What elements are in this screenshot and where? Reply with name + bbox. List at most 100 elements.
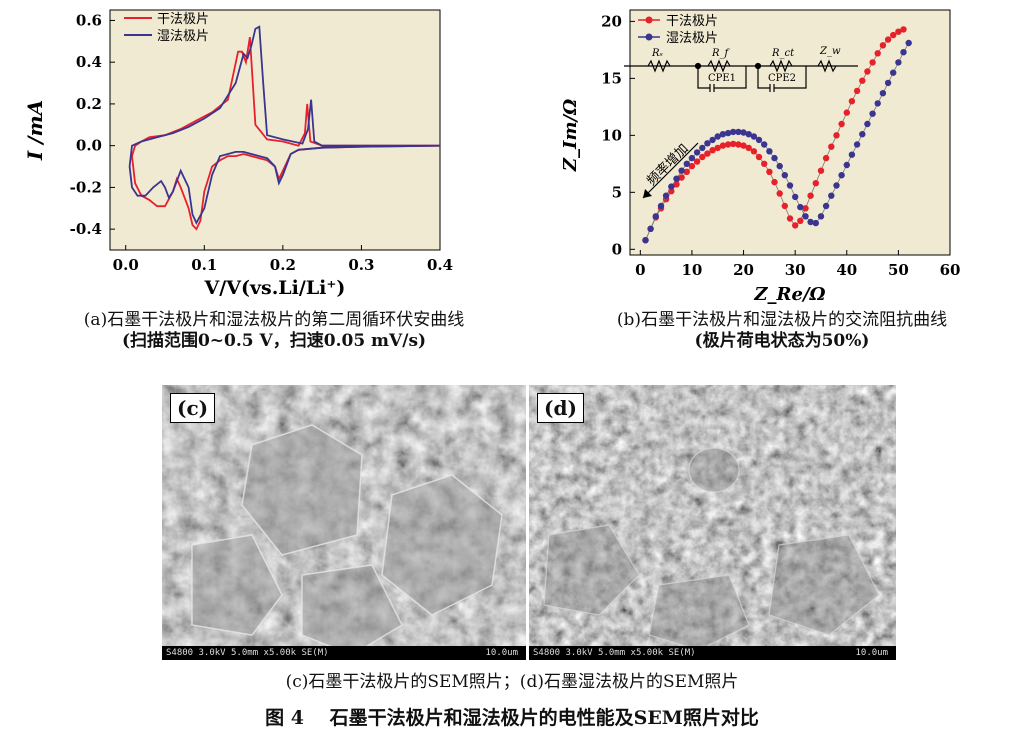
eis-point-wet (766, 148, 773, 155)
eis-x-tick-label: 0 (635, 261, 645, 279)
eis-point-dry (771, 178, 778, 186)
eis-x-tick-label: 50 (888, 261, 909, 279)
eis-point-dry (786, 215, 794, 222)
cv-plot-frame (109, 9, 441, 251)
eis-point-dry (724, 141, 732, 148)
label-zw: Z_w (819, 46, 841, 57)
caption-a: (a)石墨干法极片和湿法极片的第二周循环伏安曲线 (扫描范围0~0.5 V，扫速… (0, 310, 548, 352)
eis-x-tick-label: 40 (836, 261, 857, 279)
eis-point-dry (792, 222, 799, 229)
eis-point-dry (740, 142, 747, 149)
eis-point-dry (766, 168, 773, 175)
eis-point-dry (864, 68, 871, 75)
eis-point-wet (890, 69, 897, 76)
eis-point-dry (735, 141, 742, 148)
eis-point-dry (673, 181, 680, 188)
cv-y-tick-label: -0.4 (70, 220, 102, 238)
eis-point-wet (792, 193, 799, 201)
eis-point-wet (699, 144, 706, 152)
eis-legend: 干法极片 湿法极片 (638, 14, 718, 46)
eis-point-wet (786, 182, 794, 189)
eis-point-dry (833, 132, 840, 139)
eis-point-wet (771, 154, 778, 162)
eis-point-dry (730, 140, 737, 148)
eis-x-tick-label: 20 (733, 261, 754, 279)
eis-point-wet (668, 183, 675, 190)
eis-point-dry (817, 167, 825, 174)
eis-point-wet (843, 161, 850, 169)
eis-point-wet (807, 218, 814, 226)
eis-point-wet (657, 202, 665, 210)
eis-point-wet (647, 225, 654, 232)
label-rf: R_f (711, 48, 731, 59)
eis-point-wet (719, 131, 727, 138)
sem-scale-d: 10.0um (855, 648, 888, 658)
cv-chart: 0.0 0.1 0.2 0.3 0.4 0.6 0.4 0.2 0.0 -0.2 -0.4 干法极片… (23, 9, 453, 299)
eis-point-dry (890, 31, 897, 39)
eis-point-wet (874, 100, 881, 107)
eis-point-wet (781, 172, 788, 179)
sem-image-d: (d) S4800 3.0kV 5.0mm x5.00k SE(M) 10.0um (529, 385, 896, 660)
eis-point-wet (879, 90, 887, 97)
eis-plot-frame (629, 9, 951, 256)
label-rs: Rₛ (651, 48, 663, 59)
eis-point-wet (797, 203, 804, 211)
eis-point-dry (709, 147, 716, 154)
cv-series-dry (131, 36, 441, 231)
eis-point-dry (678, 174, 685, 181)
eis-x-tick-label: 30 (785, 261, 806, 279)
eis-point-dry (688, 162, 696, 170)
eis-legend-dry: 干法极片 (666, 14, 718, 29)
eis-point-dry (874, 50, 881, 57)
eis-point-wet (869, 110, 876, 117)
caption-a-line2: (扫描范围0~0.5 V，扫速0.05 mV/s) (121, 331, 427, 351)
eis-point-wet (724, 129, 732, 137)
eis-point-dry (828, 143, 835, 150)
sem-tag-c: (c) (170, 393, 216, 423)
eis-point-wet (822, 202, 830, 210)
eis-point-wet (905, 39, 912, 47)
eis-point-wet (678, 167, 685, 174)
eis-y-axis-label: Z_Im/Ω (560, 99, 581, 172)
eis-point-wet (848, 151, 856, 158)
eis-point-wet (673, 175, 680, 182)
eis-y-tick-label: 15 (601, 69, 622, 87)
caption-a-line1: (a)石墨干法极片和湿法极片的第二周循环伏安曲线 (83, 310, 465, 330)
caption-b: (b)石墨干法极片和湿法极片的交流阻抗曲线 (极片荷电状态为50%) (540, 310, 1024, 352)
eis-point-dry (879, 42, 887, 49)
eis-point-wet (730, 128, 737, 136)
cv-x-tick-label: 0.4 (427, 256, 453, 274)
eis-point-wet (802, 213, 809, 220)
eis-point-dry (755, 153, 763, 161)
sem-image-c: (c) S4800 3.0kV 5.0mm x5.00k SE(M) 10.0um (162, 385, 526, 660)
caption-b-line2: (极片荷电状态为50%) (694, 331, 870, 351)
eis-point-dry (822, 154, 830, 162)
eis-point-dry (704, 150, 711, 157)
cv-x-tick-label: 0.3 (348, 256, 374, 274)
eis-point-wet (693, 149, 701, 156)
eis-point-wet (833, 182, 840, 189)
figure-caption: 图 4 石墨干法极片和湿法极片的电性能及SEM照片对比 (265, 707, 759, 729)
eis-x-tick-label: 10 (681, 261, 702, 279)
eis-point-wet (745, 131, 752, 138)
label-rct: R_ct (771, 48, 795, 59)
eis-x-axis-label: Z_Re/Ω (753, 284, 825, 305)
eis-y-tick-label: 10 (601, 126, 622, 144)
eis-y-tick-label: 20 (601, 12, 622, 30)
circuit-labels: Rₛ R_f CPE1 R_ct CPE2 Z_w (651, 46, 841, 84)
eis-point-dry (884, 36, 892, 43)
sem-scale-c: 10.0um (485, 648, 518, 658)
eis-point-wet (864, 120, 871, 128)
eis-point-wet (853, 141, 861, 148)
cv-x-tick-label: 0.0 (113, 256, 139, 274)
cv-legend-wet: 湿法极片 (157, 29, 209, 44)
eis-point-dry (683, 168, 690, 175)
eis-y-tick-label: 0 (612, 240, 622, 258)
eis-line-wet (645, 42, 910, 241)
sem-tag-d: (d) (537, 393, 584, 423)
cv-y-tick-label: -0.2 (70, 178, 102, 196)
cv-y-tick-label: 0.4 (76, 53, 102, 71)
caption-b-line1: (b)石墨干法极片和湿法极片的交流阻抗曲线 (616, 310, 948, 330)
cv-legend: 干法极片 湿法极片 (124, 12, 209, 44)
eis-point-dry (699, 153, 706, 161)
